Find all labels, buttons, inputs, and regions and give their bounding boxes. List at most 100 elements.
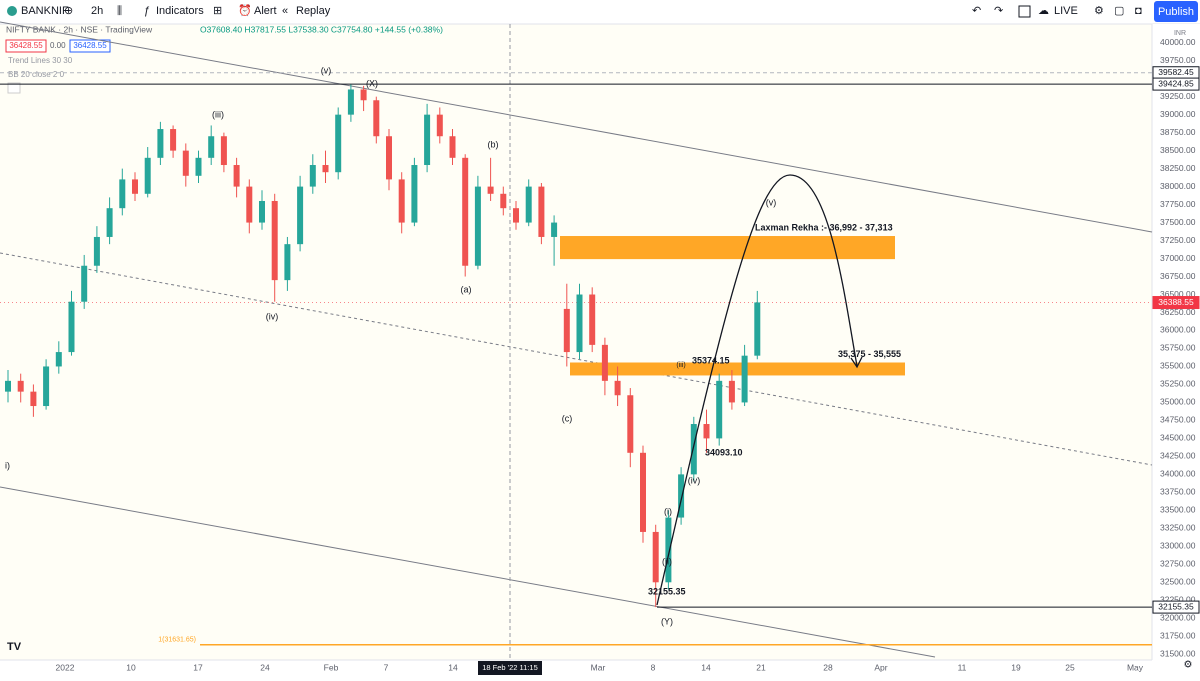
candle-body — [233, 165, 240, 187]
candle-body — [436, 114, 443, 137]
x-tick-label: 28 — [823, 662, 833, 672]
indicators-icon[interactable]: ƒ — [144, 5, 150, 17]
candle-body — [589, 294, 596, 345]
y-tick-label: 37500.00 — [1160, 217, 1196, 227]
x-tick-label: 25 — [1065, 662, 1075, 672]
symbol[interactable]: BANKNIF — [21, 5, 69, 17]
candle-body — [157, 129, 164, 158]
candle-body — [297, 186, 304, 245]
redo[interactable]: ↷ — [994, 5, 1003, 17]
projection-arc — [656, 174, 858, 606]
wave-label: (v) — [321, 65, 332, 75]
price-annotation: 35374.15 — [692, 355, 730, 365]
x-tick-label: 17 — [193, 662, 203, 672]
x-tick-label: 11 — [958, 662, 967, 672]
crosshair-time-box — [478, 661, 542, 675]
alert-icon[interactable]: ⏰ — [238, 3, 252, 17]
y-tick-label: 38750.00 — [1160, 127, 1196, 137]
replay-icon[interactable]: « — [282, 5, 288, 17]
y-tick-label: 31750.00 — [1160, 631, 1196, 641]
candle-body — [182, 150, 189, 176]
toolbar — [0, 0, 1200, 24]
layouts[interactable]: ⊞ — [213, 5, 222, 17]
price-tag — [1152, 296, 1200, 310]
snapshot[interactable]: ◘ — [1135, 5, 1142, 17]
undo[interactable]: ↶ — [972, 5, 981, 17]
wave-label: (X) — [366, 78, 378, 88]
candle-body — [220, 136, 227, 166]
candle-body — [563, 308, 570, 353]
x-tick-label: 14 — [701, 662, 711, 672]
live[interactable]: LIVE — [1054, 5, 1078, 17]
plot: Laxman Rekha :- 36,992 - 37,313 35,375 - … — [0, 21, 1200, 675]
candle-body — [640, 452, 646, 532]
y-tick-label: 33250.00 — [1160, 523, 1196, 533]
collapse-legend[interactable] — [7, 82, 21, 94]
chart-type[interactable]: ⫼ — [117, 5, 122, 17]
candle-body — [271, 200, 278, 281]
candle-body — [487, 186, 494, 194]
fullscreen[interactable] — [1018, 5, 1031, 18]
candle-body — [68, 301, 75, 353]
candle-body — [601, 344, 608, 381]
y-tick-label: 34000.00 — [1160, 469, 1196, 479]
settings[interactable]: ⚙ — [1094, 5, 1104, 17]
candle-body — [754, 302, 761, 356]
ask[interactable]: 36428.55 — [73, 41, 107, 50]
candle-body — [474, 186, 481, 266]
legend-ohlc: O37608.40 H37817.55 L37538.30 C37754.80 … — [200, 24, 443, 34]
y-tick-label: 36250.00 — [1160, 307, 1196, 317]
x-tick-label: 2022 — [56, 662, 75, 672]
wave-label: (iii) — [212, 109, 224, 119]
price-annotation: 32155.35 — [648, 586, 686, 596]
replay[interactable]: Replay — [296, 5, 331, 17]
candle-body — [43, 366, 50, 407]
x-tick-label: 10 — [126, 662, 136, 672]
y-tick-label: 32000.00 — [1160, 613, 1196, 623]
indicators[interactable]: Indicators — [156, 5, 204, 17]
add-symbol[interactable]: ⊕ — [64, 5, 73, 17]
candle-body — [195, 157, 202, 176]
price-tag-label: 36388.55 — [1158, 297, 1194, 307]
candle-body — [398, 179, 405, 223]
bid-box[interactable] — [5, 39, 47, 53]
publish[interactable]: Publish — [1158, 6, 1194, 18]
candle-body — [119, 179, 126, 209]
zone — [560, 236, 895, 260]
ask-box[interactable] — [69, 39, 111, 53]
channel-lower — [0, 486, 936, 658]
alert[interactable]: Alert — [254, 5, 277, 17]
axis-settings[interactable]: ⚙ — [1184, 660, 1193, 671]
bid[interactable]: 36428.55 — [9, 41, 43, 50]
y-tick-label: 34250.00 — [1160, 451, 1196, 461]
candle-body — [144, 157, 151, 194]
wave-label: (v) — [766, 197, 777, 207]
candle-body — [576, 294, 583, 353]
candle-body — [17, 380, 24, 392]
y-tick-label: 36500.00 — [1160, 289, 1196, 299]
tv-logo: TV — [7, 641, 22, 653]
candle-body — [208, 136, 215, 158]
y-tick-label: 36750.00 — [1160, 271, 1196, 281]
wave-label: (ii) — [662, 556, 672, 566]
interval[interactable]: 2h — [91, 5, 103, 17]
publish-button[interactable] — [1154, 1, 1198, 22]
spread: 0.00 — [50, 41, 66, 50]
screenshot[interactable]: ▢ — [1114, 5, 1124, 17]
candle-body — [106, 208, 113, 237]
candle-body — [5, 380, 11, 392]
candle-body — [449, 136, 456, 158]
candle-body — [525, 186, 532, 223]
cloud-icon[interactable]: ☁ — [1038, 5, 1049, 17]
candle-body — [373, 100, 380, 137]
y-tick-label: 35500.00 — [1160, 361, 1196, 371]
y-tick-label: 32250.00 — [1160, 595, 1196, 605]
candle-body — [335, 114, 342, 173]
y-tick-label: 33500.00 — [1160, 505, 1196, 515]
candle-body — [665, 517, 672, 583]
y-tick-label: 39000.00 — [1160, 109, 1196, 119]
price-tag-label: 39424.85 — [1158, 78, 1194, 88]
wave-label: (a) — [461, 284, 472, 294]
wave-label: (iv) — [688, 475, 701, 485]
